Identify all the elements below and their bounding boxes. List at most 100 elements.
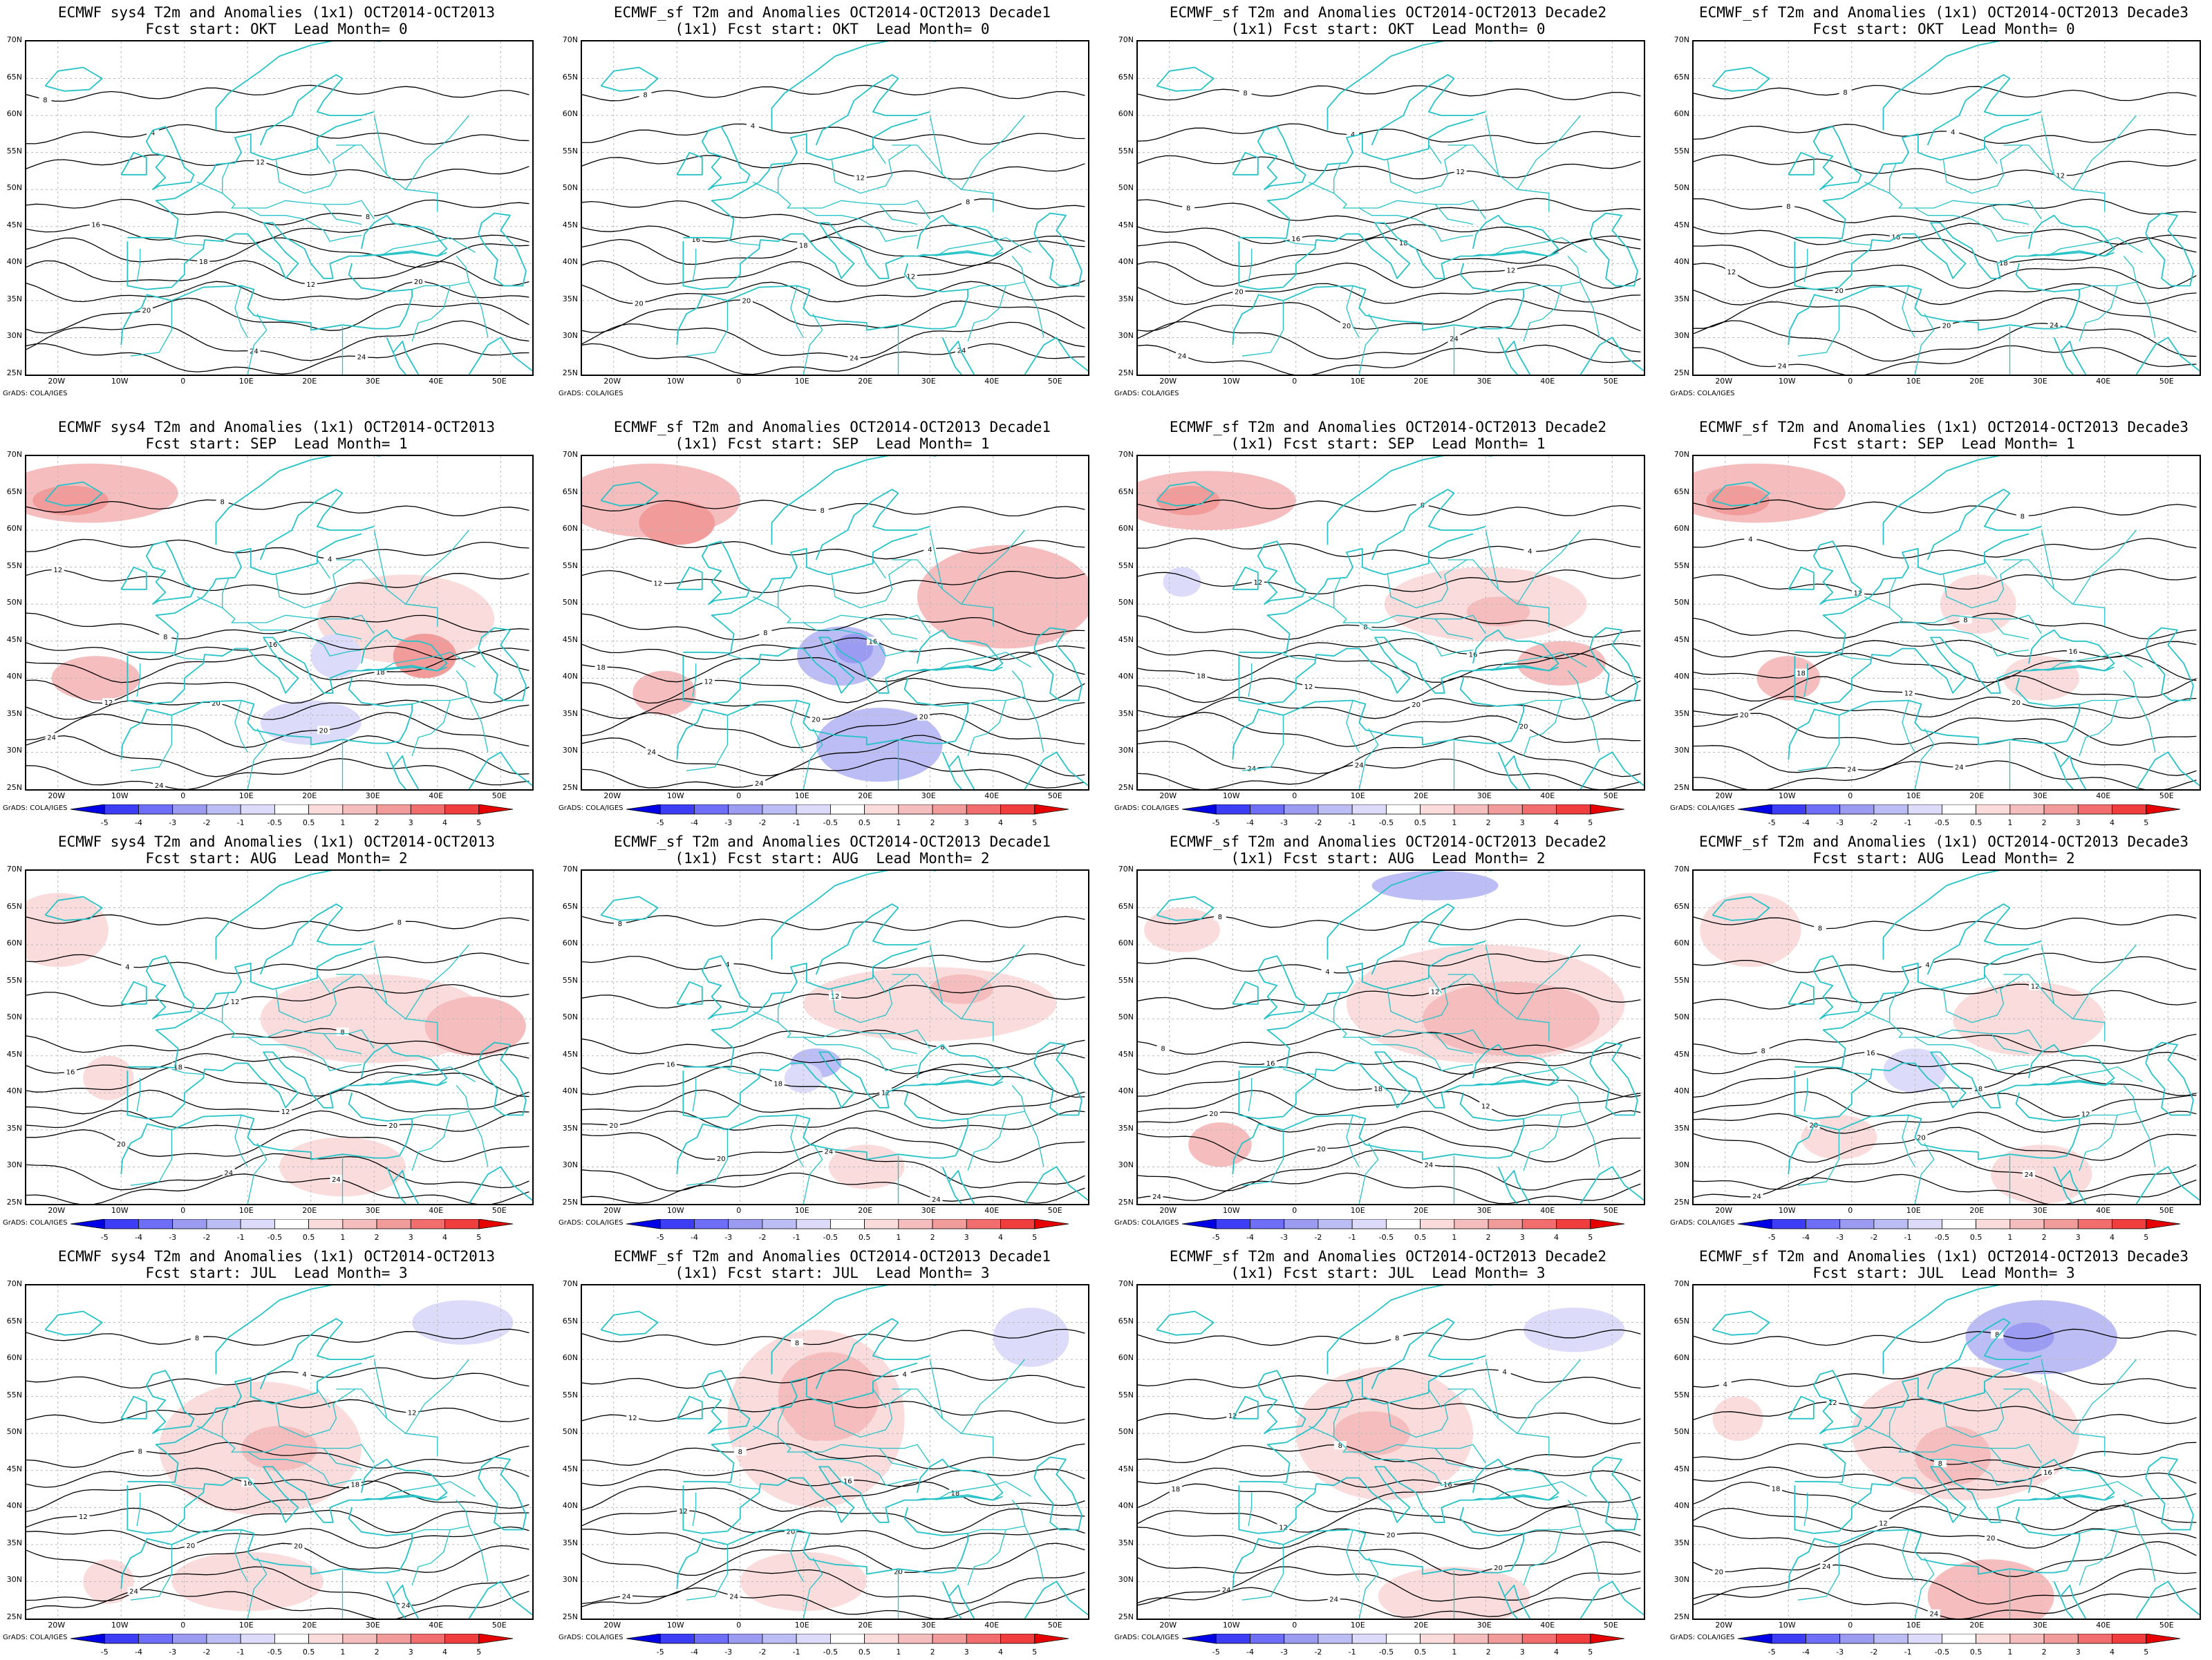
colorbar-swatch	[410, 1633, 445, 1644]
panel-title-line1: ECMWF_sf T2m and Anomalies OCT2014-OCT20…	[613, 833, 1051, 850]
country-border	[380, 1481, 476, 1501]
country-border	[1358, 1142, 1379, 1204]
panel-title-line2: (1x1) Fcst start: JUL Lead Month= 3	[1230, 1265, 1546, 1281]
temperature-contour	[26, 84, 529, 102]
longitude-label: 10E	[1906, 791, 1921, 800]
colorbar-swatch	[1521, 1633, 1557, 1644]
country-border	[1797, 715, 1840, 771]
country-border	[468, 1525, 489, 1582]
colorbar-swatch	[206, 804, 241, 815]
coastline	[361, 214, 448, 257]
latitude-label: 40N	[1118, 672, 1134, 681]
colorbar-swatch	[626, 1633, 661, 1644]
country-border	[171, 654, 204, 661]
coastline	[2053, 337, 2074, 375]
temperature-contour	[1138, 298, 1641, 332]
coastline	[1257, 540, 1306, 605]
longitude-label: 0	[736, 1621, 742, 1630]
temperature-contour	[1694, 737, 2197, 776]
coastline	[468, 337, 532, 375]
anomaly-map: 8 4 12 8 16 18 12 20 20 24 24	[1692, 1284, 2201, 1620]
anomaly-colorbar: -5 -4 -3 -2 -1 -0.5 0.5 1 2 3 4 5	[64, 804, 520, 831]
contour-label: 18	[376, 669, 385, 677]
temperature-contour	[26, 499, 529, 516]
country-border	[879, 619, 918, 640]
temperature-contour	[1694, 914, 2197, 932]
contour-label: 8	[1786, 203, 1790, 211]
longitude-label: 20E	[858, 791, 873, 800]
latitude-label: 65N	[1674, 487, 1689, 496]
country-border	[1358, 728, 1379, 789]
colorbar-tick-label: 2	[2042, 1233, 2047, 1242]
contour-label: 4	[928, 546, 932, 554]
country-border	[1346, 1529, 1360, 1582]
country-border	[1492, 1066, 1587, 1086]
colorbar-tick-label: 4	[2110, 818, 2115, 827]
contour-label-bg	[1340, 321, 1353, 330]
country-border	[196, 1425, 375, 1464]
latitude-label: 50N	[562, 598, 578, 607]
latitude-label: 25N	[1118, 1612, 1134, 1621]
colorbar-swatch	[1215, 804, 1250, 815]
country-border	[1333, 163, 1341, 194]
contour-label: 8	[618, 921, 622, 928]
latitude-label: 30N	[6, 746, 22, 755]
coastline	[771, 1285, 937, 1375]
colorbar-swatch	[2009, 804, 2045, 815]
longitude-label: 0	[1292, 791, 1297, 800]
colorbar-swatch	[1250, 804, 1285, 815]
country-border	[1241, 1129, 1284, 1186]
country-border	[1839, 654, 1871, 661]
contour-label-bg	[1814, 923, 1826, 932]
contour-label-bg	[1940, 321, 1953, 330]
contour-label: 12	[1727, 269, 1736, 276]
anomaly-colorbar: -5 -4 -3 -2 -1 -0.5 0.5 1 2 3 4 5	[619, 804, 1076, 831]
longitude-label: 10W	[1222, 377, 1240, 386]
coastline	[1712, 481, 1770, 507]
latitude-label: 30N	[6, 1160, 22, 1170]
contour-label: 8	[340, 1029, 344, 1037]
panel-title: ECMWF sys4 T2m and Anomalies (1x1) OCT20…	[0, 1248, 553, 1281]
country-border	[1447, 559, 1550, 627]
contour-label-bg	[1985, 1534, 1998, 1543]
country-border	[323, 204, 362, 225]
contour-label-bg	[1182, 203, 1195, 212]
country-border	[1024, 1525, 1044, 1582]
colorbar-swatch	[1941, 1633, 1977, 1644]
panel-title-line1: ECMWF_sf T2m and Anomalies (1x1) OCT2014…	[1698, 4, 2188, 21]
grads-credit: GrADS: COLA/IGES	[3, 1219, 68, 1227]
panel-title-line1: ECMWF_sf T2m and Anomalies OCT2014-OCT20…	[1169, 1248, 1607, 1265]
contour-label-bg	[1213, 912, 1226, 921]
country-border	[1914, 1037, 2029, 1071]
latitude-label: 45N	[562, 220, 578, 229]
map-panel: ECMWF_sf T2m and Anomalies OCT2014-OCT20…	[1112, 1244, 1665, 1659]
longitude-label: 50E	[491, 1621, 507, 1630]
coastline	[941, 1581, 962, 1619]
country-border	[803, 207, 917, 242]
country-border	[929, 944, 944, 1004]
coastline	[941, 752, 962, 789]
longitude-label: 10E	[238, 791, 254, 800]
longitude-label: 40E	[2096, 1206, 2111, 1215]
latitude-label: 40N	[1674, 257, 1689, 267]
coastline	[676, 566, 703, 590]
colorbar-swatch	[342, 1633, 377, 1644]
colorbar-tick-label: -4	[691, 1648, 698, 1657]
grads-credit: GrADS: COLA/IGES	[3, 1634, 68, 1641]
anomaly-map: 8 4 12 8 16 18 12 20 20 24 24	[25, 869, 534, 1205]
contour-label-bg	[1718, 1379, 1732, 1388]
coastline	[2145, 627, 2194, 701]
contour-label-bg	[64, 1067, 77, 1076]
country-border	[2003, 974, 2106, 1041]
country-border	[222, 163, 229, 194]
warm-anomaly-area	[1915, 1426, 1991, 1486]
country-border	[1283, 1483, 1315, 1490]
temperature-contour	[1694, 499, 2197, 517]
country-border	[1914, 1451, 2029, 1486]
contour-label: 24	[824, 1149, 833, 1156]
longitude-label: 50E	[1047, 1621, 1062, 1630]
country-border	[692, 248, 697, 283]
temperature-contour	[26, 198, 529, 225]
colorbar-swatch	[2077, 1633, 2112, 1644]
